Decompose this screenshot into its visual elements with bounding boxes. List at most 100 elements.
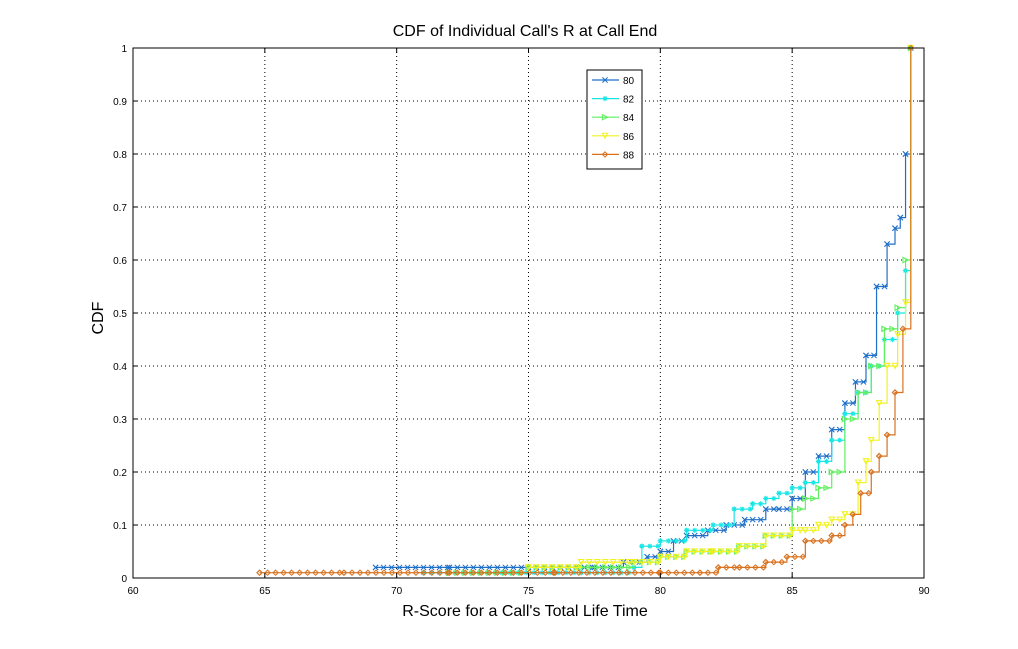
series-marker-82 (681, 538, 687, 544)
series-marker-82 (889, 336, 896, 343)
series-marker-82 (673, 538, 679, 544)
series-marker-88 (723, 564, 730, 571)
series-marker-88 (802, 537, 809, 545)
ticks-layer: 60 65 70 75 80 85 90 0 0.1 0.2 0.3 0.4 0.5 0.6 0.7 0.8 0… (113, 44, 930, 597)
series-marker-80 (720, 527, 727, 534)
series-marker-84 (881, 325, 889, 333)
series-marker-86 (625, 559, 633, 566)
series-marker-86 (752, 543, 759, 550)
series-marker-86 (770, 532, 778, 540)
series-marker-82 (789, 485, 795, 491)
series-marker-88 (288, 569, 295, 577)
series-marker-86 (525, 564, 532, 572)
series-marker-82 (750, 501, 756, 507)
series-marker-82 (823, 458, 830, 464)
series-marker-88 (783, 553, 791, 561)
x-tick-label: 60 (127, 586, 139, 597)
series-marker-84 (823, 484, 831, 492)
legend-marker (602, 77, 608, 83)
series-marker-88 (550, 569, 557, 577)
series-marker-88 (770, 558, 778, 566)
series-marker-84 (594, 563, 601, 571)
series-marker-88 (388, 569, 396, 577)
series-marker-88 (899, 325, 907, 333)
series-marker-88 (567, 569, 575, 577)
series-marker-86 (557, 564, 564, 572)
series-marker-88 (559, 569, 567, 577)
series-marker-88 (875, 452, 883, 460)
series-marker-88 (462, 569, 469, 577)
series-marker-82 (665, 538, 671, 544)
series-marker-80 (892, 225, 898, 232)
series-marker-88 (551, 569, 559, 577)
series-marker-80 (873, 283, 880, 290)
series-marker-86 (760, 543, 767, 550)
series-marker-86 (646, 559, 654, 566)
series-marker-82 (692, 527, 698, 533)
series-marker-84 (876, 362, 883, 370)
series-marker-86 (823, 521, 830, 529)
series-marker-80 (749, 516, 756, 523)
series-marker-80 (380, 564, 387, 571)
series-marker-88 (348, 569, 356, 577)
x-tick-label: 80 (655, 586, 667, 597)
series-marker-80 (789, 495, 796, 502)
y-axis-label: CDF (90, 301, 107, 334)
series-marker-82 (850, 411, 856, 417)
series-marker-86 (601, 559, 609, 566)
series-marker-80 (372, 564, 379, 571)
series-marker-80 (902, 151, 909, 157)
series-marker-86 (796, 527, 804, 535)
series-marker-82 (747, 506, 753, 512)
series-marker-86 (788, 527, 796, 535)
series-marker-86 (609, 559, 617, 566)
series-marker-86 (585, 559, 593, 566)
series-marker-80 (470, 564, 477, 571)
series-marker-80 (823, 453, 830, 460)
series-marker-80 (757, 516, 764, 523)
series-marker-80 (871, 352, 877, 359)
series-marker-82 (684, 527, 690, 533)
series-marker-88 (591, 569, 599, 577)
series-marker-82 (718, 522, 724, 528)
series-marker-82 (657, 538, 663, 544)
series-marker-88 (412, 569, 420, 577)
series-marker-88 (883, 431, 891, 439)
series-marker-86 (801, 527, 809, 535)
series-marker-88 (647, 569, 655, 577)
y-tick-label: 0.4 (113, 362, 127, 373)
series-marker-80 (404, 564, 411, 571)
series-marker-86 (541, 564, 548, 572)
series-marker-82 (655, 543, 661, 549)
y-tick-label: 0 (121, 574, 127, 585)
series-marker-88 (575, 569, 583, 577)
series-marker-80 (644, 553, 651, 560)
series-marker-88 (256, 569, 263, 577)
series-marker-82 (639, 543, 645, 549)
series-marker-88 (454, 569, 461, 577)
series-marker-86 (867, 437, 875, 444)
series-marker-88 (810, 537, 817, 545)
series-marker-88 (599, 569, 607, 577)
series-marker-82 (647, 543, 653, 549)
series-marker-84 (626, 563, 633, 571)
y-tick-label: 0.6 (113, 256, 127, 267)
series-marker-88 (665, 569, 672, 577)
series-marker-86 (762, 532, 770, 540)
series-marker-84 (797, 505, 804, 513)
series-marker-82 (776, 490, 782, 496)
series-marker-88 (444, 569, 452, 577)
legend-marker (601, 113, 609, 121)
series-marker-82 (739, 506, 745, 512)
series-marker-82 (829, 437, 835, 443)
series-marker-80 (828, 426, 835, 433)
series-marker-80 (863, 352, 869, 359)
y-tick-label: 1 (121, 44, 127, 55)
series-marker-88 (428, 569, 436, 577)
series-marker-80 (860, 378, 867, 385)
series-marker-82 (758, 501, 764, 507)
legend-item-82: 82 (592, 95, 635, 106)
series-marker-88 (312, 569, 319, 577)
series-marker-80 (836, 426, 843, 433)
